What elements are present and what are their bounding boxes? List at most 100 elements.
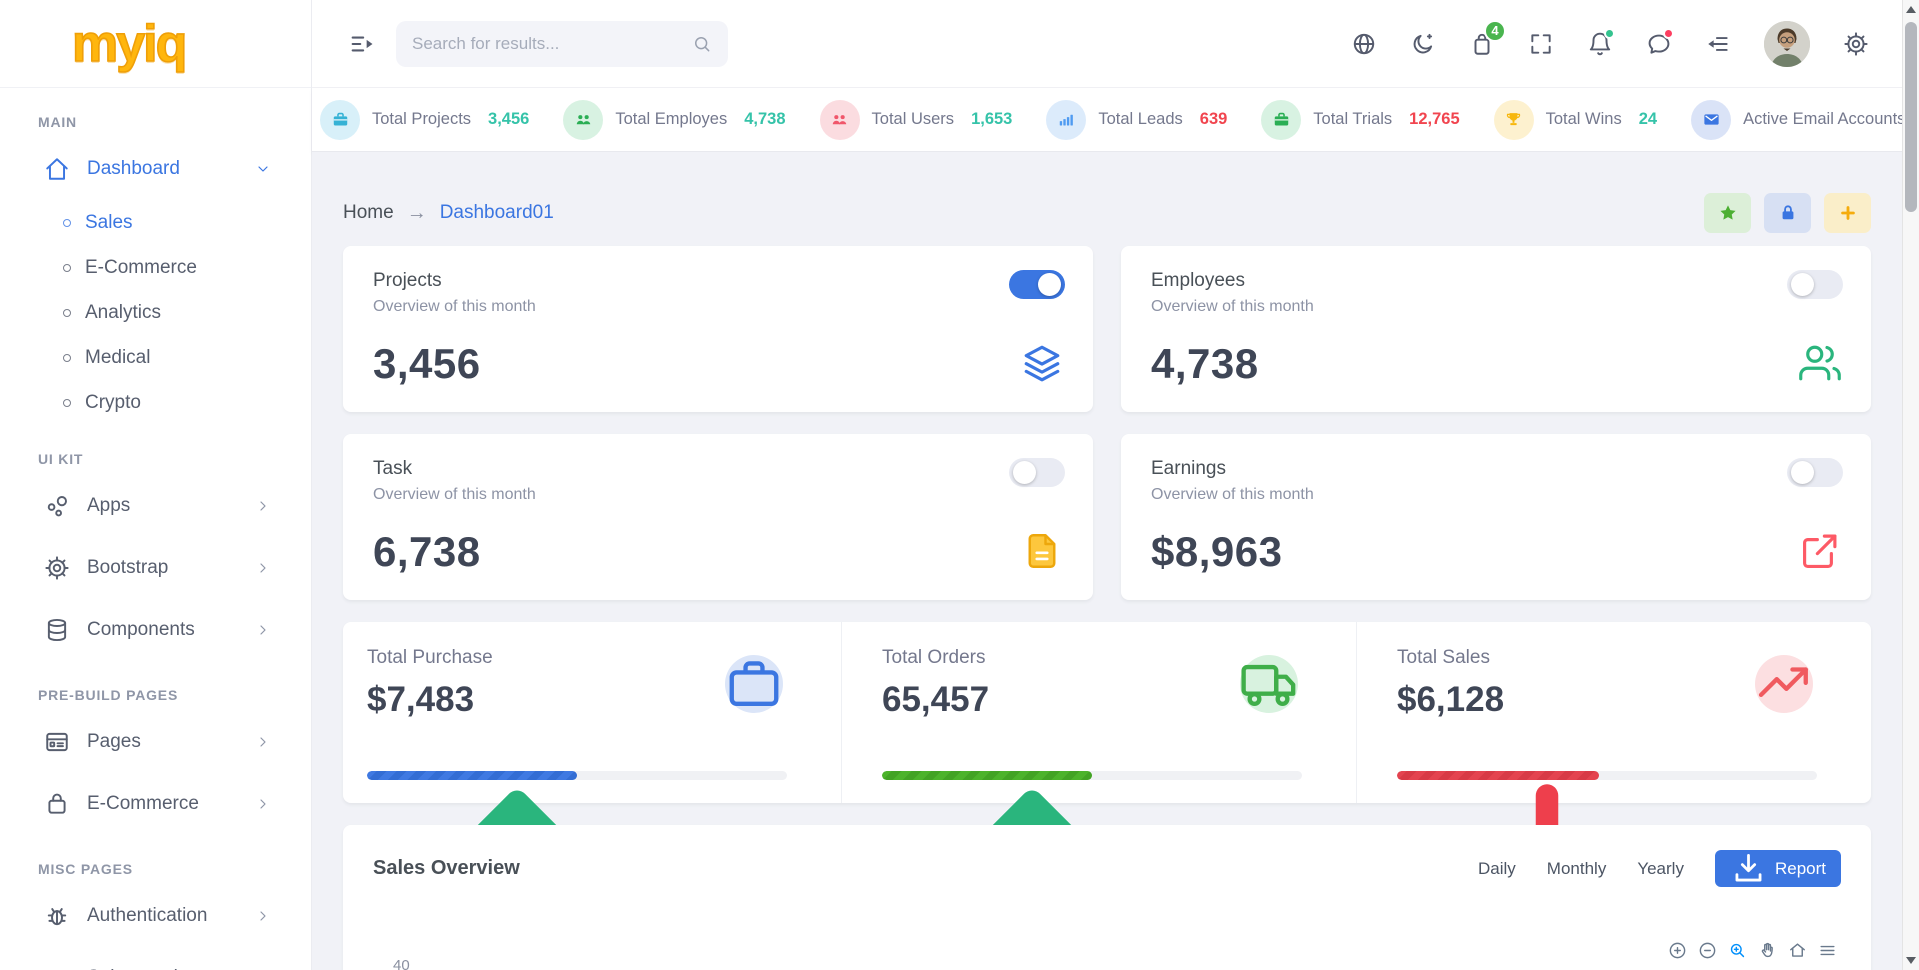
page-actions (1704, 193, 1871, 233)
ticker-value: 1,653 (971, 110, 1013, 128)
sidebar-item-dashboard[interactable]: Dashboard (0, 138, 311, 200)
progress-track (367, 771, 787, 780)
breadcrumb-home[interactable]: Home (343, 202, 394, 223)
task-toggle[interactable] (1009, 458, 1065, 487)
filter-monthly[interactable]: Monthly (1546, 858, 1607, 878)
ticker-value: 4,738 (744, 110, 786, 128)
card-title: Task (373, 458, 413, 479)
users-icon (819, 99, 860, 140)
file-icon (1021, 530, 1063, 572)
ticker-value: 24 (1638, 110, 1658, 128)
report-button[interactable]: Report (1714, 850, 1841, 887)
report-button-label: Report (1774, 858, 1826, 878)
ticker-item-total-trials[interactable]: Total Trials 12,765 (1261, 99, 1460, 140)
ticker-value: 639 (1199, 110, 1228, 128)
progress-track (882, 771, 1302, 780)
gear-flower-icon (44, 555, 70, 581)
search-icon[interactable] (692, 34, 712, 54)
sidebar-item-submenu-items[interactable]: Submenu items (0, 947, 311, 970)
ticker-item-total-projects[interactable]: Total Projects 3,456 (320, 99, 529, 140)
right-panel-toggle-icon[interactable] (1705, 31, 1731, 57)
dark-mode-moon-icon[interactable] (1410, 31, 1436, 57)
search-input[interactable] (412, 33, 692, 54)
add-plus-button[interactable] (1824, 193, 1871, 233)
sidebar-item-label: Authentication (87, 905, 208, 926)
bullet-icon (63, 308, 71, 317)
brand-logo[interactable]: myiq (71, 14, 188, 74)
zoom-in-icon[interactable] (1668, 941, 1687, 960)
ticker-label: Total Leads (1098, 110, 1183, 128)
sidebar-item-label: Medical (85, 346, 151, 368)
ticker-item-total-leads[interactable]: Total Leads 639 (1046, 99, 1228, 140)
globe-icon[interactable] (1351, 31, 1377, 57)
sidebar-item-ecommerce-pages[interactable]: E-Commerce (0, 773, 311, 835)
main-area: 4 (312, 0, 1919, 970)
ticker-label: Total Employes (615, 110, 728, 128)
scrollbar-down-arrow[interactable] (1906, 957, 1916, 964)
home-icon (44, 156, 70, 182)
sidebar-item-bootstrap[interactable]: Bootstrap (0, 537, 311, 599)
ticker-item-total-employes[interactable]: Total Employes 4,738 (563, 99, 786, 140)
chart-axis-tick: 40 (393, 957, 410, 970)
filter-yearly[interactable]: Yearly (1637, 858, 1684, 878)
sidebar-item-ecommerce-sub[interactable]: E-Commerce (0, 245, 311, 290)
settings-gear-icon[interactable] (1843, 31, 1869, 57)
ticker-label: Total Projects (372, 110, 472, 128)
ticker-item-active-email-accounts[interactable]: Active Email Accounts 74,526 (1691, 99, 1919, 140)
menu-icon[interactable] (1818, 941, 1837, 960)
scrollbar-up-arrow[interactable] (1906, 6, 1916, 13)
card-subtitle: Overview of this month (373, 298, 536, 315)
search-box (396, 20, 728, 67)
stats-ticker: Total Projects 3,456 Total Employes 4,73… (312, 88, 1919, 152)
ticker-item-total-wins[interactable]: Total Wins 24 (1493, 99, 1658, 140)
metric-value: $7,483 (367, 680, 475, 719)
fullscreen-icon[interactable] (1528, 31, 1554, 57)
scrollbar[interactable] (1902, 0, 1919, 970)
bullet-icon (63, 353, 71, 362)
cart-bag-icon[interactable]: 4 (1469, 19, 1506, 57)
user-avatar[interactable] (1764, 20, 1810, 67)
card-value: 3,456 (373, 340, 481, 387)
employees-toggle[interactable] (1787, 270, 1843, 299)
sidebar-item-apps[interactable]: Apps (0, 475, 311, 537)
earnings-toggle[interactable] (1787, 458, 1843, 487)
ticker-item-total-users[interactable]: Total Users 1,653 (819, 99, 1013, 140)
sidebar-item-medical[interactable]: Medical (0, 335, 311, 380)
sidebar-toggle-icon[interactable] (348, 30, 376, 58)
filter-daily[interactable]: Daily (1478, 858, 1516, 878)
topbar-icons: 4 (1351, 19, 1869, 67)
bag-icon (44, 791, 70, 817)
reset-home-icon[interactable] (1788, 941, 1807, 960)
sidebar-item-pages[interactable]: Pages (0, 711, 311, 773)
sidebar-item-sales[interactable]: Sales (0, 200, 311, 245)
trending-up-icon (1755, 655, 1813, 713)
progress-fill (367, 771, 577, 780)
projects-toggle[interactable] (1009, 270, 1065, 299)
sidebar-item-crypto[interactable]: Crypto (0, 380, 311, 425)
favorite-star-button[interactable] (1704, 193, 1751, 233)
nav-section-misc: MISC PAGES (38, 861, 133, 877)
breadcrumb-current[interactable]: Dashboard01 (439, 202, 554, 223)
message-dot (1663, 27, 1674, 39)
scrollbar-thumb[interactable] (1905, 22, 1917, 212)
breadcrumb-row: Home → Dashboard01 (343, 192, 1871, 234)
notifications-bell-icon[interactable] (1587, 27, 1615, 57)
selection-zoom-icon[interactable] (1728, 941, 1747, 960)
ticker-label: Active Email Accounts (1743, 110, 1906, 128)
pan-hand-icon[interactable] (1758, 941, 1777, 960)
zoom-out-icon[interactable] (1698, 941, 1717, 960)
chevron-right-icon (255, 734, 271, 750)
card-value: 6,738 (373, 528, 481, 575)
apps-icon (44, 493, 70, 519)
sidebar-item-components[interactable]: Components (0, 599, 311, 661)
sidebar-item-label: E-Commerce (85, 256, 197, 278)
lock-button[interactable] (1764, 193, 1811, 233)
card-task: Task Overview of this month 6,738 (343, 434, 1093, 600)
truck-icon (1240, 655, 1298, 713)
sidebar-item-analytics[interactable]: Analytics (0, 290, 311, 335)
bar-chart-icon (1046, 99, 1087, 140)
messages-chat-icon[interactable] (1646, 27, 1674, 57)
nav-section-main: MAIN (38, 114, 77, 130)
sidebar-item-authentication[interactable]: Authentication (0, 885, 311, 947)
